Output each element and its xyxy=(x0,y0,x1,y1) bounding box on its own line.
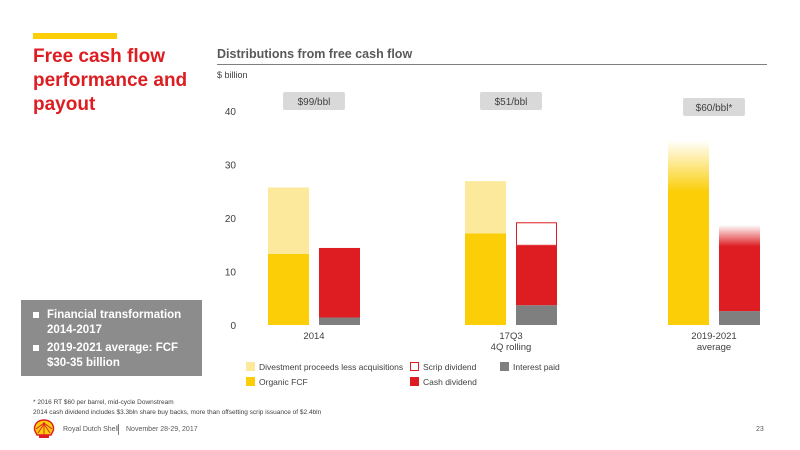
footnote-line: * 2016 RT $60 per barrel, mid-cycle Down… xyxy=(33,399,174,406)
y-axis: 0 10 20 30 40 xyxy=(225,107,237,332)
price-box xyxy=(683,98,745,116)
legend-swatch xyxy=(246,362,255,371)
bar-cash-dividend xyxy=(516,245,557,306)
legend-swatch xyxy=(410,377,419,386)
legend-swatch xyxy=(500,362,509,371)
legend-item-cash-dividend: Cash dividend xyxy=(410,377,477,387)
x-tick-label: 17Q3 xyxy=(499,331,522,342)
footnote-line: 2014 cash dividend includes $3.3bln shar… xyxy=(33,409,322,416)
bar-cash-dividend xyxy=(319,247,360,318)
price-labels: $99/bbl $51/bbl $60/bbl* xyxy=(283,92,745,116)
legend-item-divestment: Divestment proceeds less acquisitions xyxy=(246,362,403,372)
bar-organic-fcf xyxy=(668,140,709,325)
bar-interest-paid xyxy=(719,311,760,325)
footer-company: Royal Dutch Shell xyxy=(63,426,119,433)
legend-label: Divestment proceeds less acquisitions xyxy=(259,362,404,372)
bar-organic-fcf xyxy=(465,233,506,325)
legend-item-organic-fcf: Organic FCF xyxy=(246,377,308,387)
bar-interest-paid xyxy=(516,305,557,325)
legend-swatch xyxy=(246,377,255,386)
y-tick-label: 40 xyxy=(225,107,237,118)
callout-item: Financial transformation 2014-2017 xyxy=(33,308,196,338)
x-tick-label: 2014 xyxy=(303,331,324,342)
legend-swatch xyxy=(410,362,419,371)
price-label: $51/bbl xyxy=(495,97,528,108)
chart-title-rule xyxy=(217,64,767,65)
y-tick-label: 30 xyxy=(225,161,237,172)
legend-item-interest-paid: Interest paid xyxy=(500,362,560,372)
price-box xyxy=(480,92,542,110)
bar-cash-dividend xyxy=(719,224,760,312)
price-label: $99/bbl xyxy=(298,97,331,108)
callout-item: 2019-2021 average: FCF $30-35 billion xyxy=(33,341,196,371)
title-accent-bar xyxy=(33,33,117,39)
page-number: 23 xyxy=(756,426,764,433)
y-tick-label: 20 xyxy=(225,214,237,225)
price-label: $60/bbl* xyxy=(696,103,733,114)
summary-callout: Financial transformation 2014-2017 2019-… xyxy=(21,300,202,376)
x-tick-label: 4Q rolling xyxy=(491,342,532,353)
y-tick-label: 10 xyxy=(225,268,237,279)
price-box xyxy=(283,92,345,110)
legend-label: Organic FCF xyxy=(259,377,308,387)
bar-interest-paid xyxy=(319,317,360,325)
footnote: * 2016 RT $60 per barrel, mid-cycle Down… xyxy=(33,398,321,418)
bar-divestment xyxy=(268,187,309,254)
x-tick-label: average xyxy=(697,342,731,353)
y-axis-unit: $ billion xyxy=(217,70,248,80)
y-tick-label: 0 xyxy=(230,321,236,332)
legend-label: Cash dividend xyxy=(423,377,477,387)
x-tick-label: 2019-2021 xyxy=(691,331,736,342)
shell-logo-icon xyxy=(33,419,55,438)
legend-label: Interest paid xyxy=(513,362,560,372)
bar-organic-fcf xyxy=(268,253,309,325)
slide-title-line: Free cash flow xyxy=(33,46,165,67)
bar-divestment xyxy=(465,181,506,234)
slide-title-line: performance and xyxy=(33,70,188,91)
slide-title-line: payout xyxy=(33,94,96,115)
slide-title: Free cash flow performance and payout xyxy=(33,45,208,117)
legend-label: Scrip dividend xyxy=(423,362,477,372)
legend-item-scrip-dividend: Scrip dividend xyxy=(410,362,476,372)
footer-separator xyxy=(118,424,119,435)
chart-title: Distributions from free cash flow xyxy=(217,47,413,61)
bar-scrip-dividend xyxy=(516,222,557,246)
footer-date: November 28-29, 2017 xyxy=(126,426,198,433)
bars xyxy=(268,140,760,325)
